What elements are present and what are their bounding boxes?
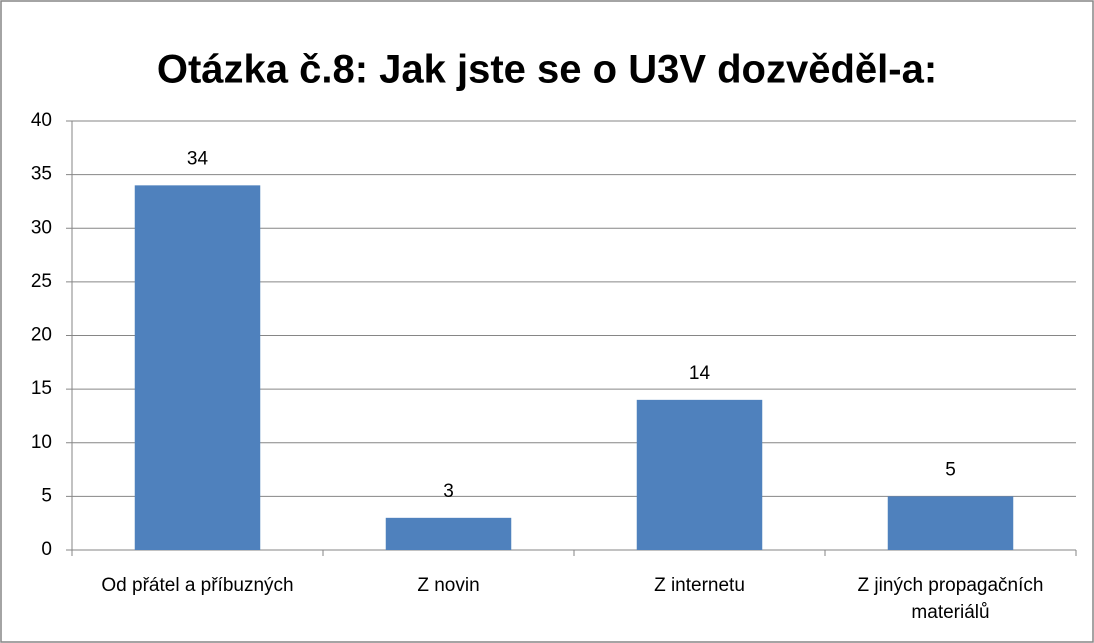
x-tick-label: Z novin bbox=[417, 575, 480, 596]
y-tick-label: 40 bbox=[31, 110, 52, 131]
data-label: 3 bbox=[443, 481, 454, 502]
y-tick-label: 5 bbox=[41, 485, 52, 506]
data-label: 14 bbox=[689, 363, 711, 384]
chart-title: Otázka č.8: Jak jste se o U3V dozvěděl-a… bbox=[157, 48, 937, 92]
bar bbox=[134, 185, 261, 550]
y-tick-label: 25 bbox=[31, 271, 52, 292]
x-tick-label: Z internetu bbox=[654, 575, 745, 596]
bar bbox=[887, 496, 1014, 550]
y-tick-label: 30 bbox=[31, 217, 52, 238]
data-label: 34 bbox=[187, 148, 209, 169]
y-tick-label: 15 bbox=[31, 378, 52, 399]
y-tick-label: 0 bbox=[41, 539, 52, 560]
y-tick-label: 10 bbox=[31, 432, 52, 453]
bar bbox=[385, 517, 512, 550]
x-tick-label: Od přátel a příbuzných bbox=[101, 575, 294, 596]
y-tick-label: 35 bbox=[31, 164, 52, 185]
bar bbox=[636, 399, 763, 550]
x-tick-label: Z jiných propagačních materiálů bbox=[857, 575, 1044, 623]
y-tick-label: 20 bbox=[31, 325, 52, 346]
data-label: 5 bbox=[945, 459, 956, 480]
